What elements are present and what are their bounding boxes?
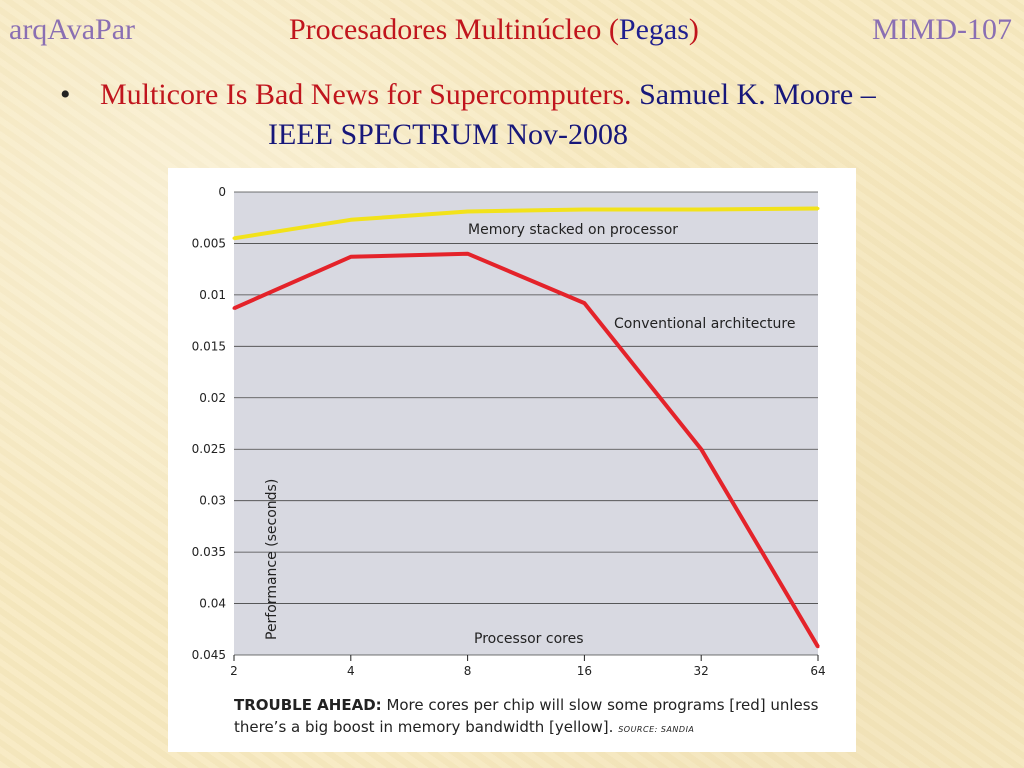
chart-caption: TROUBLE AHEAD: More cores per chip will …	[234, 694, 844, 741]
series-group	[232, 206, 820, 649]
slide-title-suffix: )	[688, 13, 699, 46]
data-point	[816, 206, 820, 210]
caption-bold: TROUBLE AHEAD:	[234, 696, 382, 714]
y-tick-label: 0.035	[192, 545, 226, 559]
data-point	[232, 236, 236, 240]
data-point	[699, 447, 703, 451]
y-tick-label: 0	[218, 185, 226, 199]
x-axis: 2 4 8 16 32 64	[230, 655, 826, 678]
y-tick-label: 0.01	[199, 288, 226, 302]
chart-panel: 0 0.005 0.01 0.015 0.02 0.025 0.03 0.035 0.04 0.0…	[168, 168, 856, 752]
series-line-stacked	[233, 206, 819, 241]
x-tick-label: 64	[810, 664, 825, 678]
data-point	[349, 255, 353, 259]
y-tick-label: 0.045	[192, 648, 226, 662]
data-point	[466, 252, 470, 256]
data-point	[582, 207, 586, 211]
y-tick-label: 0.025	[192, 442, 226, 456]
data-point	[582, 301, 586, 305]
series-label-conventional: Conventional architecture	[614, 316, 795, 332]
y-tick-label: 0.005	[192, 236, 226, 250]
x-tick-label: 2	[230, 664, 238, 678]
x-tick-label: 4	[347, 664, 355, 678]
data-point	[466, 210, 470, 214]
slide-title-prefix: Procesadores Multinúcleo (	[289, 13, 619, 46]
article-source: IEEE SPECTRUM Nov-2008	[268, 118, 628, 151]
chart: 0 0.005 0.01 0.015 0.02 0.025 0.03 0.035 0.04 0.0…	[192, 185, 826, 678]
y-tick-label: 0.04	[199, 597, 226, 611]
slide-title-highlight: Pegas	[618, 13, 689, 46]
slide-title: Procesadores Multinúcleo (Pegas)	[289, 12, 699, 48]
data-point	[816, 645, 820, 649]
y-axis: 0 0.005 0.01 0.015 0.02 0.025 0.03 0.035 0.04 0.0…	[192, 185, 226, 662]
slide-number: MIMD-107	[872, 13, 1012, 46]
plot-area	[234, 192, 818, 655]
series-line-conventional	[233, 251, 820, 648]
data-point	[232, 306, 236, 310]
caption-text: More cores per chip will slow some progr…	[234, 696, 819, 736]
data-point	[349, 218, 353, 222]
y-tick-label: 0.02	[199, 391, 226, 405]
x-tick-label: 8	[464, 664, 472, 678]
series-label-stacked: Memory stacked on processor	[468, 222, 678, 238]
x-tick-label: 32	[694, 664, 709, 678]
bullet-marker: •	[60, 78, 71, 111]
header-left: arqAvaPar	[9, 13, 136, 46]
y-axis-label: Performance (seconds)	[264, 479, 280, 640]
grid	[234, 191, 818, 656]
y-tick-label: 0.03	[199, 494, 226, 508]
article-title: Multicore Is Bad News for Supercomputers…	[100, 78, 632, 111]
x-tick-label: 16	[577, 664, 592, 678]
y-tick-label: 0.015	[192, 339, 226, 353]
caption-source: SOURCE: SANDIA	[618, 725, 695, 734]
x-axis-label: Processor cores	[474, 631, 584, 647]
data-point	[699, 207, 703, 211]
bullet-item: • Multicore Is Bad News for Supercomputer…	[60, 76, 876, 114]
article-author: Samuel K. Moore –	[639, 78, 876, 111]
